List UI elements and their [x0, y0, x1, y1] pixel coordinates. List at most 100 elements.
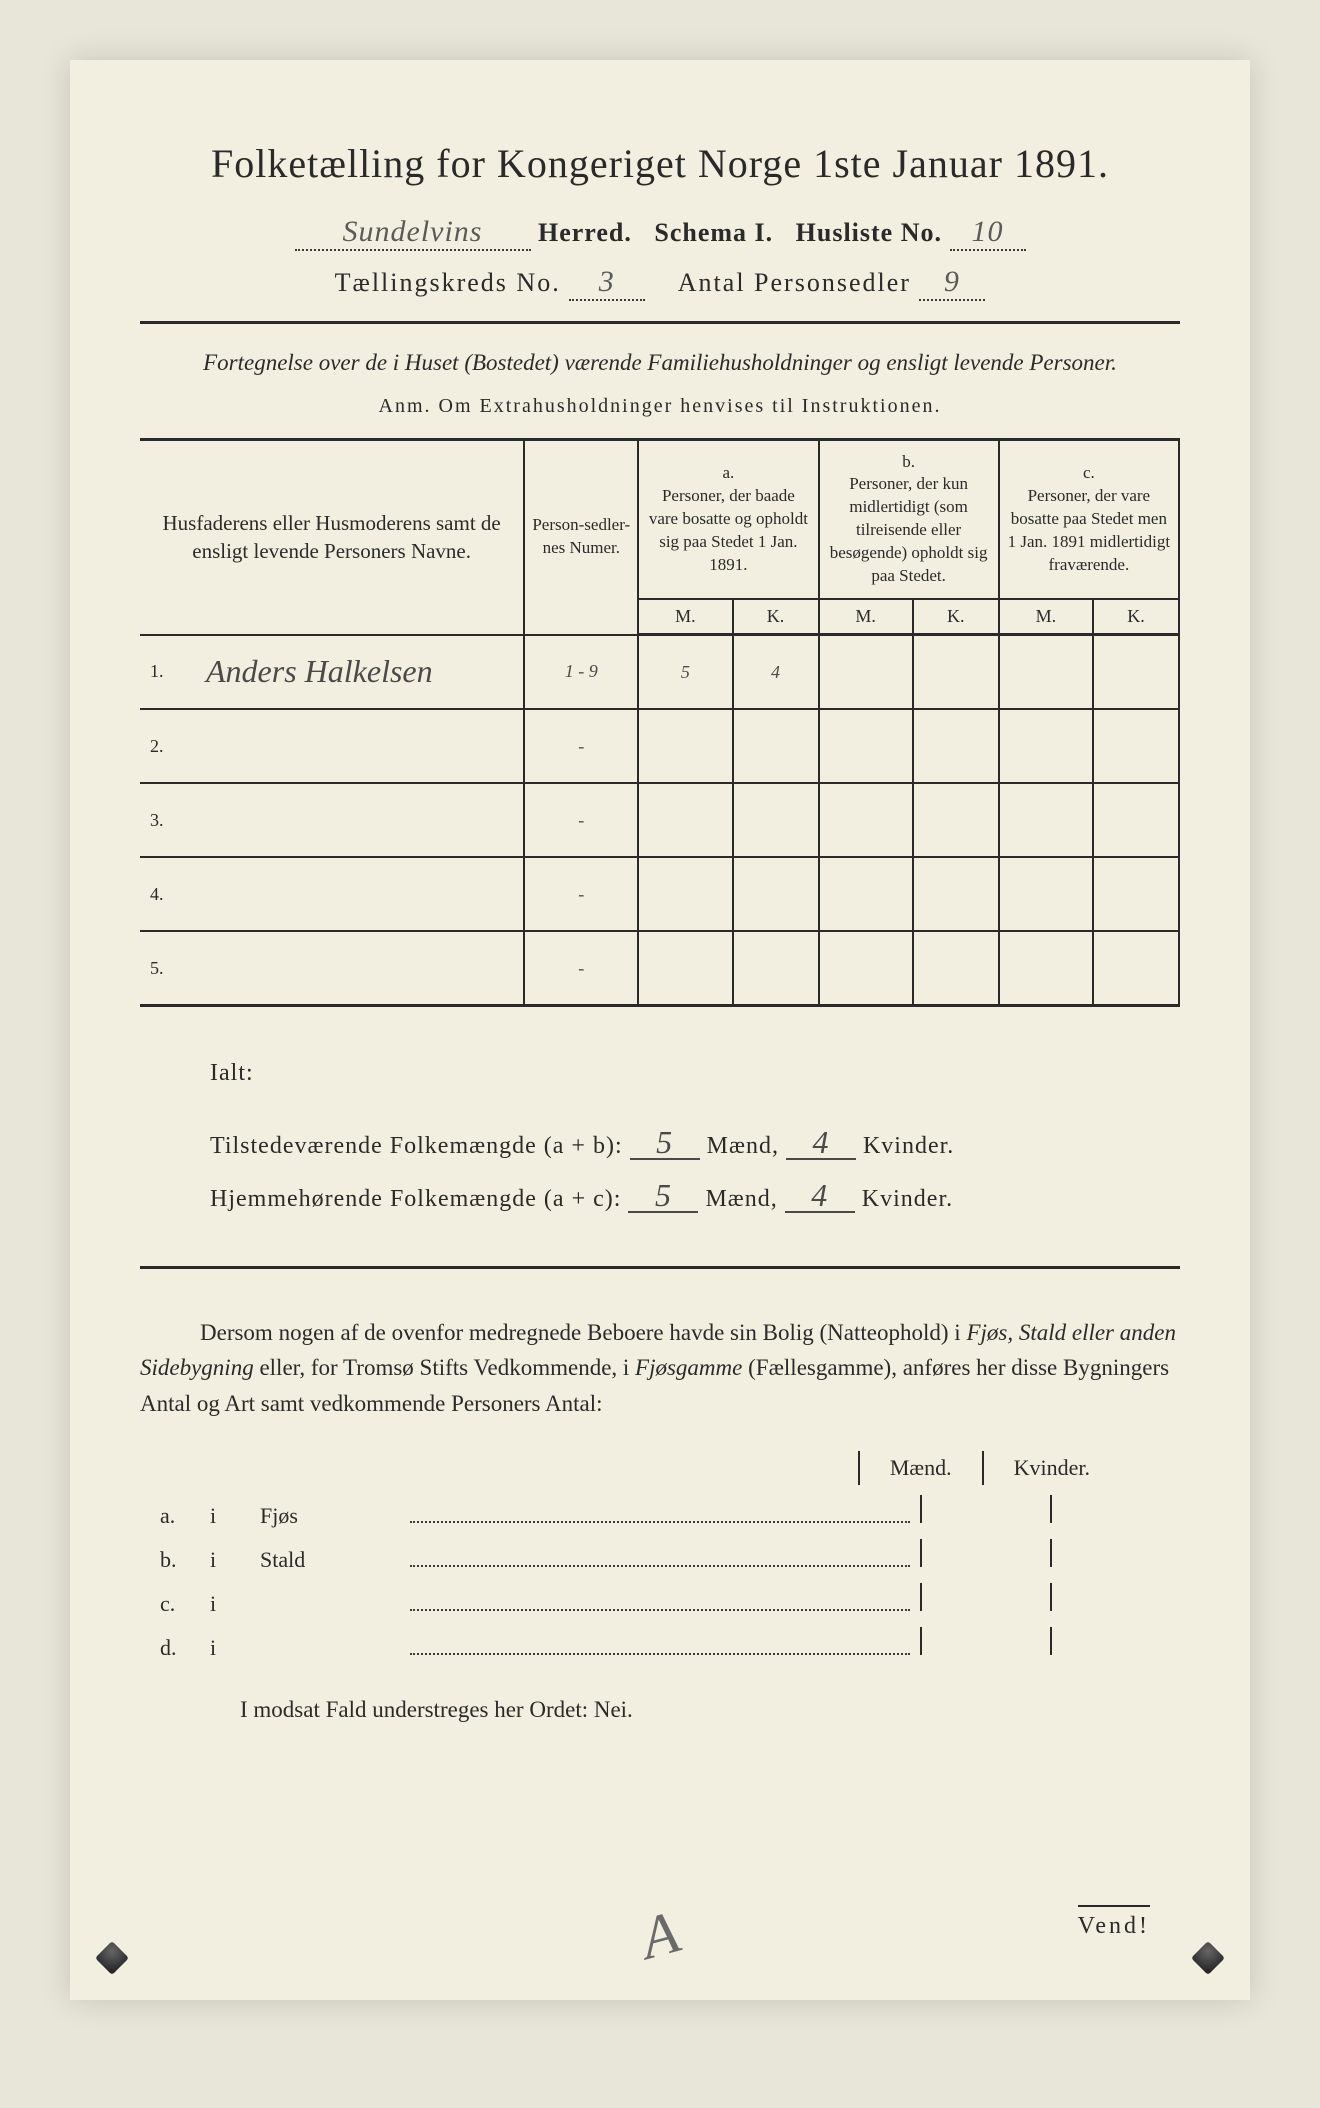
building-name: Fjøs	[260, 1503, 400, 1529]
building-row: a.iFjøs	[140, 1495, 1180, 1529]
building-vals	[920, 1627, 1180, 1655]
ialt-heading: Ialt:	[210, 1047, 1180, 1100]
row-sedler: -	[524, 931, 638, 1006]
building-row: c.i	[140, 1583, 1180, 1617]
row-cm	[999, 783, 1093, 857]
row-ak	[733, 783, 819, 857]
row-bm	[819, 709, 913, 783]
row-bk	[913, 857, 999, 931]
building-letter: b.	[140, 1547, 210, 1573]
kreds-label: Tællingskreds No.	[335, 268, 561, 297]
row-bm	[819, 931, 913, 1006]
row-bm	[819, 857, 913, 931]
row-am	[638, 709, 732, 783]
schema-label: Schema I.	[654, 218, 773, 247]
row-sedler: -	[524, 857, 638, 931]
row-num: 5.	[140, 931, 198, 1006]
row-ak	[733, 857, 819, 931]
row-cm	[999, 931, 1093, 1006]
building-i: i	[210, 1503, 260, 1529]
row-cm	[999, 635, 1093, 710]
row-num: 3.	[140, 783, 198, 857]
row-ak	[733, 709, 819, 783]
row-name	[198, 709, 524, 783]
table-row: 3.-	[140, 783, 1179, 857]
row-cm	[999, 709, 1093, 783]
col1-header: Husfaderens eller Husmoderens samt de en…	[140, 439, 524, 635]
row-sedler: -	[524, 709, 638, 783]
building-letter: a.	[140, 1503, 210, 1529]
a-m: M.	[638, 599, 732, 635]
row-am	[638, 783, 732, 857]
table-row: 5. -	[140, 931, 1179, 1006]
table-row: 4. -	[140, 857, 1179, 931]
row-name	[198, 931, 524, 1006]
building-vals	[920, 1583, 1180, 1611]
b-k: K.	[913, 599, 999, 635]
b-m: M.	[819, 599, 913, 635]
husliste-value: 10	[950, 215, 1026, 251]
modsat-text: I modsat Fald understreges her Ordet: Ne…	[240, 1697, 1180, 1723]
signature-scribble: A	[633, 1897, 686, 1973]
maend-label: Mænd.	[858, 1451, 982, 1485]
row-name	[198, 783, 524, 857]
row-ck	[1093, 931, 1179, 1006]
building-vals	[920, 1539, 1180, 1567]
mk-labels: Mænd. Kvinder.	[140, 1451, 1120, 1485]
main-table: Husfaderens eller Husmoderens samt de en…	[140, 438, 1180, 1008]
row-ck	[1093, 635, 1179, 710]
row-am: 5	[638, 635, 732, 710]
row-num: 1.	[140, 635, 198, 710]
dots-line	[410, 1608, 910, 1611]
table-row: 2. -	[140, 709, 1179, 783]
row-am	[638, 857, 732, 931]
row-num: 2.	[140, 709, 198, 783]
row-bk	[913, 635, 999, 710]
antal-label: Antal Personsedler	[678, 268, 911, 297]
row-name: Anders Halkelsen	[198, 635, 524, 710]
header-line-2: Tællingskreds No. 3 Antal Personsedler 9	[140, 265, 1180, 301]
building-i: i	[210, 1591, 260, 1617]
tilstede-m: 5	[630, 1126, 700, 1160]
building-name: Stald	[260, 1547, 400, 1573]
building-i: i	[210, 1547, 260, 1573]
row-ck	[1093, 783, 1179, 857]
kvinder-label: Kvinder.	[982, 1451, 1120, 1485]
vend-text: Vend!	[1078, 1905, 1150, 1940]
pin-icon	[1191, 1941, 1225, 1975]
dots-line	[410, 1520, 910, 1523]
col-a-header: a. Personer, der baade vare bosatte og o…	[638, 439, 818, 599]
row-num: 4.	[140, 857, 198, 931]
herred-label: Herred.	[538, 218, 632, 247]
row-sedler: 1 - 9	[524, 635, 638, 710]
row-ak	[733, 931, 819, 1006]
row-bk	[913, 931, 999, 1006]
kreds-value: 3	[569, 265, 645, 301]
row-am	[638, 931, 732, 1006]
anm-note: Anm. Om Extrahusholdninger henvises til …	[140, 395, 1180, 418]
dersom-text: Dersom nogen af de ovenfor medregnede Be…	[140, 1315, 1180, 1422]
buildings-list: a.iFjøsb.iStaldc.id.i	[140, 1495, 1180, 1661]
row-bm	[819, 635, 913, 710]
c-m: M.	[999, 599, 1093, 635]
row-ak: 4	[733, 635, 819, 710]
building-vals	[920, 1495, 1180, 1523]
col-b-header: b. Personer, der kun midlertidigt (som t…	[819, 439, 999, 599]
row-ck	[1093, 857, 1179, 931]
col-c-header: c. Personer, der vare bosatte paa Stedet…	[999, 439, 1179, 599]
building-letter: c.	[140, 1591, 210, 1617]
ialt-block: Ialt: Tilstedeværende Folkemængde (a + b…	[210, 1047, 1180, 1225]
building-row: b.iStald	[140, 1539, 1180, 1573]
row-bk	[913, 783, 999, 857]
ialt-line2: Hjemmehørende Folkemængde (a + c): 5 Mæn…	[210, 1173, 1180, 1226]
dots-line	[410, 1564, 910, 1567]
c-k: K.	[1093, 599, 1179, 635]
divider-2	[140, 1266, 1180, 1269]
divider	[140, 321, 1180, 324]
antal-value: 9	[919, 265, 985, 301]
col2-header: Person-sedler-nes Numer.	[524, 439, 638, 635]
row-ck	[1093, 709, 1179, 783]
husliste-label: Husliste No.	[796, 218, 942, 247]
a-k: K.	[733, 599, 819, 635]
page-title: Folketælling for Kongeriget Norge 1ste J…	[140, 140, 1180, 187]
